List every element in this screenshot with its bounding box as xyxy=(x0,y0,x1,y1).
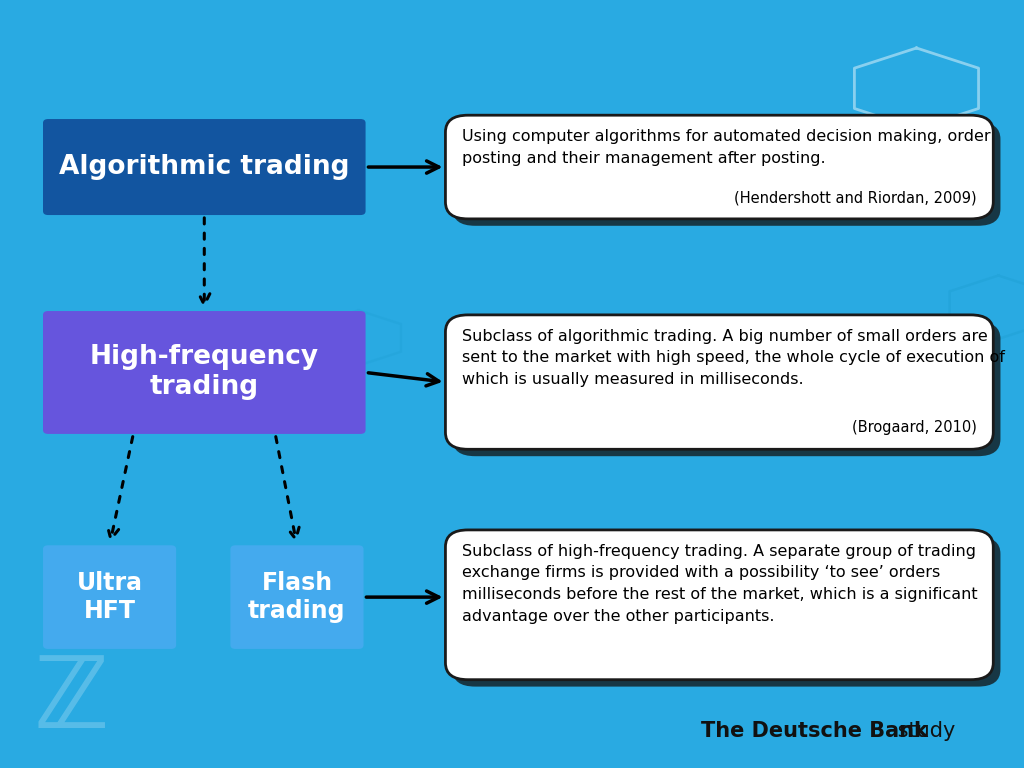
FancyBboxPatch shape xyxy=(43,545,176,649)
FancyBboxPatch shape xyxy=(453,122,1000,226)
FancyBboxPatch shape xyxy=(445,530,993,680)
Text: Algorithmic trading: Algorithmic trading xyxy=(59,154,349,180)
Text: Ultra
HFT: Ultra HFT xyxy=(77,571,142,623)
Text: High-frequency
trading: High-frequency trading xyxy=(90,345,318,400)
Text: (Brogaard, 2010): (Brogaard, 2010) xyxy=(852,420,977,435)
Text: (Hendershott and Riordan, 2009): (Hendershott and Riordan, 2009) xyxy=(734,190,977,205)
Text: Using computer algorithms for automated decision making, order
posting and their: Using computer algorithms for automated … xyxy=(462,129,990,166)
FancyBboxPatch shape xyxy=(445,115,993,219)
Text: Subclass of algorithmic trading. A big number of small orders are
sent to the ma: Subclass of algorithmic trading. A big n… xyxy=(462,329,1005,387)
FancyBboxPatch shape xyxy=(453,537,1000,687)
Text: ℤ: ℤ xyxy=(34,652,110,749)
FancyBboxPatch shape xyxy=(230,545,364,649)
FancyBboxPatch shape xyxy=(453,322,1000,456)
Text: study: study xyxy=(891,721,955,741)
FancyBboxPatch shape xyxy=(43,311,366,434)
Text: Subclass of high-frequency trading. A separate group of trading
exchange firms i: Subclass of high-frequency trading. A se… xyxy=(462,544,978,624)
FancyBboxPatch shape xyxy=(445,315,993,449)
FancyBboxPatch shape xyxy=(43,119,366,215)
Text: The Deutsche Bank: The Deutsche Bank xyxy=(701,721,929,741)
Text: Flash
trading: Flash trading xyxy=(248,571,346,623)
